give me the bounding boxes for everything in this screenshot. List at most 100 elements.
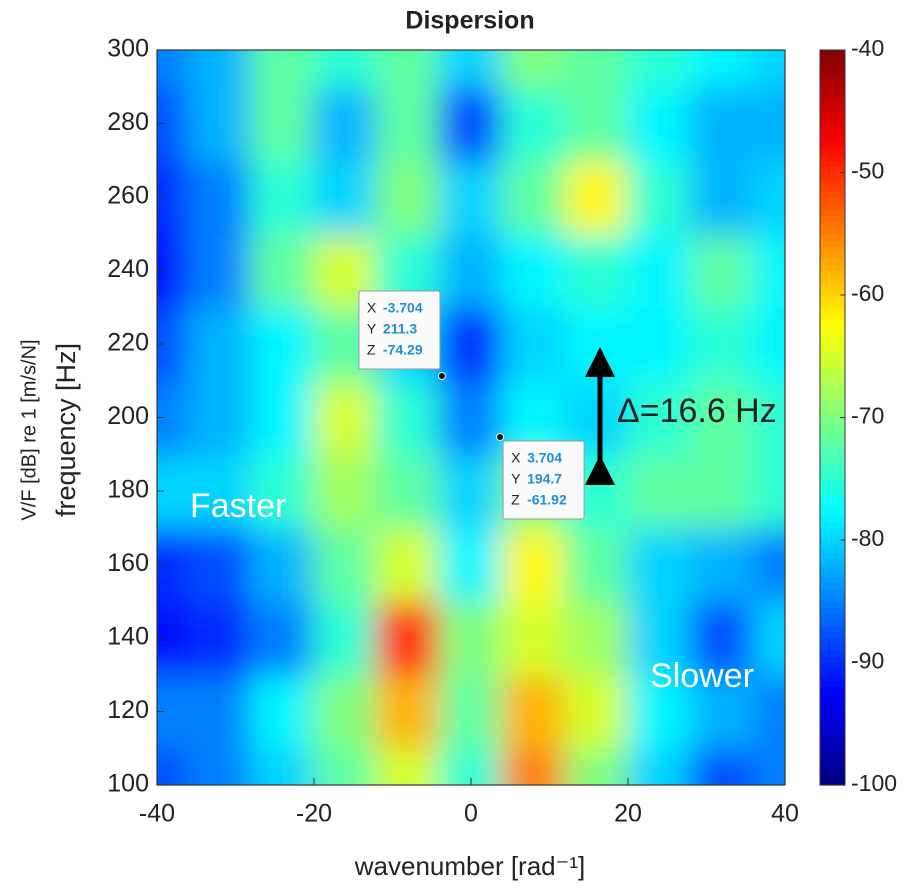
x-tick-label: -40 [139,800,175,828]
colorbar-tick-label: -80 [851,525,884,551]
y-axis-label: frequency [Hz] [51,343,81,517]
colorbar-band [820,62,845,69]
colorbar-band [820,374,845,382]
x-tick-label: 0 [464,800,478,828]
colorbar-band [820,184,845,192]
datatip-key: X [511,450,521,466]
colorbar-band [820,209,845,216]
colorbar-band [820,105,845,112]
heat-cell [501,747,567,785]
heat-cell [752,673,785,750]
colorbar-band [820,411,845,419]
heat-cell [250,50,315,88]
colorbar-band [820,570,845,578]
colorbar-band [820,233,845,241]
heat-cell [564,306,629,382]
colorbar-band [820,478,845,486]
colorbar-band [820,515,845,523]
colorbar-band [820,552,845,559]
colorbar-band [820,460,845,468]
colorbar-band [820,362,845,370]
colorbar-band [820,650,845,657]
colorbar-tick-label: -40 [851,35,884,61]
heat-cell [375,159,441,235]
y-tick-label: 220 [107,329,149,357]
colorbar-band [820,662,845,670]
colorbar-band [820,619,845,627]
colorbar-band [820,399,845,406]
heat-cell [187,159,253,235]
colorbar-band [820,264,845,272]
heat-cell [250,453,315,529]
colorbar-band [820,276,845,284]
colorbar-band [820,693,845,700]
colorbar-tick-label: -70 [851,403,884,429]
colorbar-band [820,301,845,308]
colorbar-band [820,331,845,339]
datatip-value: 211.3 [383,321,417,337]
heat-cell [627,600,692,676]
colorbar-band [820,521,845,529]
colorbar-band [820,344,845,351]
colorbar-band [820,503,845,510]
colorbar-band [820,405,845,412]
colorbar-band [820,472,845,480]
colorbar-band [820,778,845,786]
heat-cell [375,673,441,750]
colorbar-band [820,613,845,621]
datatip-value: -3.704 [383,300,423,316]
colorbar-band [820,282,845,290]
x-tick-label: 40 [771,800,799,828]
heat-cell [627,232,692,309]
y-tick-label: 180 [107,476,149,504]
colorbar-band [820,448,845,455]
overlay: -40 -20 0 20 40 100 120 140 160 180 200 220 240 260 28… [107,35,897,828]
colorbar-tick-label: -90 [851,648,884,674]
heat-cell [501,306,567,382]
colorbar-band [820,227,845,235]
colorbar-band [820,540,845,547]
colorbar-band [820,736,845,743]
delta-annotation: Δ=16.6 Hz [617,392,777,430]
colorbar-band [820,215,845,223]
heat-cell [501,159,567,235]
datatip-point [496,432,505,441]
heat-cell [187,85,253,162]
colorbar-band [820,644,845,651]
y-tick-label: 200 [107,402,149,430]
colorbar-band [820,288,845,296]
colorbar-band [820,417,845,425]
heat-cell [313,379,378,456]
colorbar-band [820,99,845,106]
colorbar-band [820,705,845,713]
heat-cell [313,600,378,676]
colorbar-band [820,295,845,302]
heat-cell [627,453,692,529]
colorbar-band [820,337,845,345]
heat-cell [438,306,504,382]
heat-cell [627,747,692,785]
heat-cell [250,306,315,382]
heat-cell [438,159,504,235]
heat-cell [313,747,378,785]
colorbar-band [820,484,845,492]
heat-cell [689,159,755,235]
colorbar-band [820,50,845,57]
heat-cell [501,673,567,750]
heatmap-clip [157,50,785,785]
heat-cell [689,306,755,382]
heat-cell [438,85,504,162]
colorbar-band [820,766,845,774]
heat-cell [752,600,785,676]
heat-cell [313,453,378,529]
colorbar-band [820,546,845,553]
colorbar-band [820,166,845,174]
heat-cell [187,306,253,382]
y-tick-label: 300 [107,35,149,63]
heat-cell [250,159,315,235]
heat-cell [250,232,315,309]
heat-cell [752,526,785,603]
heat-cell [501,50,567,88]
heat-cell [250,600,315,676]
colorbar-band [820,754,845,762]
